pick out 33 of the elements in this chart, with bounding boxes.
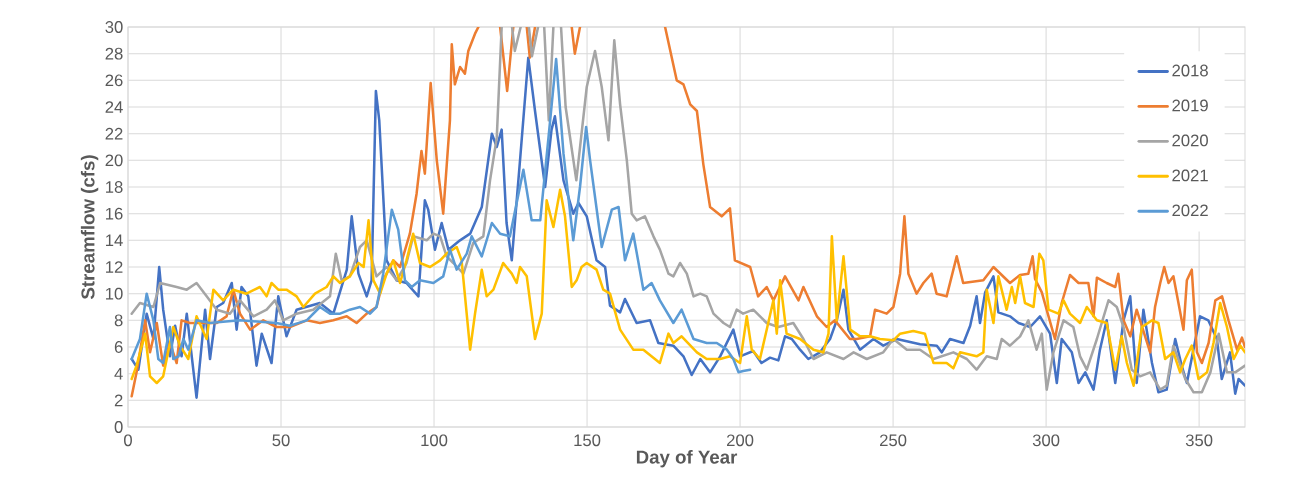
x-tick-label: 100 (421, 434, 448, 447)
y-tick-label: 26 (105, 74, 123, 87)
y-tick-label: 22 (105, 127, 123, 140)
y-tick-label: 4 (114, 367, 123, 380)
x-tick-label: 250 (880, 434, 907, 447)
y-tick-label: 14 (106, 234, 123, 247)
y-tick-label: 20 (105, 154, 123, 167)
y-tick-label: 12 (106, 261, 123, 273)
y-tick-label: 2 (114, 394, 123, 407)
line-series (130, 188, 1246, 387)
x-tick-label: 300 (1032, 434, 1060, 447)
legend-label: 2022 (1172, 204, 1208, 217)
x-tick-label: 50 (272, 434, 290, 447)
x-tick-label: 150 (574, 434, 601, 447)
legend-label: 2018 (1172, 64, 1208, 77)
y-tick-label: 0 (114, 421, 123, 433)
y-tick-label: 18 (106, 181, 123, 193)
line-series (130, 57, 752, 374)
legend-label: 2020 (1172, 134, 1208, 147)
y-tick-label: 16 (106, 207, 123, 220)
x-tick-label: 200 (726, 434, 754, 447)
y-tick-label: 8 (114, 314, 123, 327)
legend-label: 2021 (1172, 169, 1208, 182)
legend-label: 2019 (1172, 99, 1208, 112)
x-axis-title: Day of Year (636, 450, 738, 468)
x-tick-label: 0 (124, 434, 132, 447)
y-axis-title: Streamflow (cfs) (80, 155, 99, 300)
y-tick-label: 10 (106, 287, 123, 300)
y-tick-label: 24 (105, 101, 123, 113)
y-tick-label: 30 (105, 21, 123, 33)
x-tick-label: 350 (1185, 434, 1213, 447)
y-tick-label: 28 (105, 47, 123, 60)
y-tick-label: 6 (114, 341, 123, 353)
